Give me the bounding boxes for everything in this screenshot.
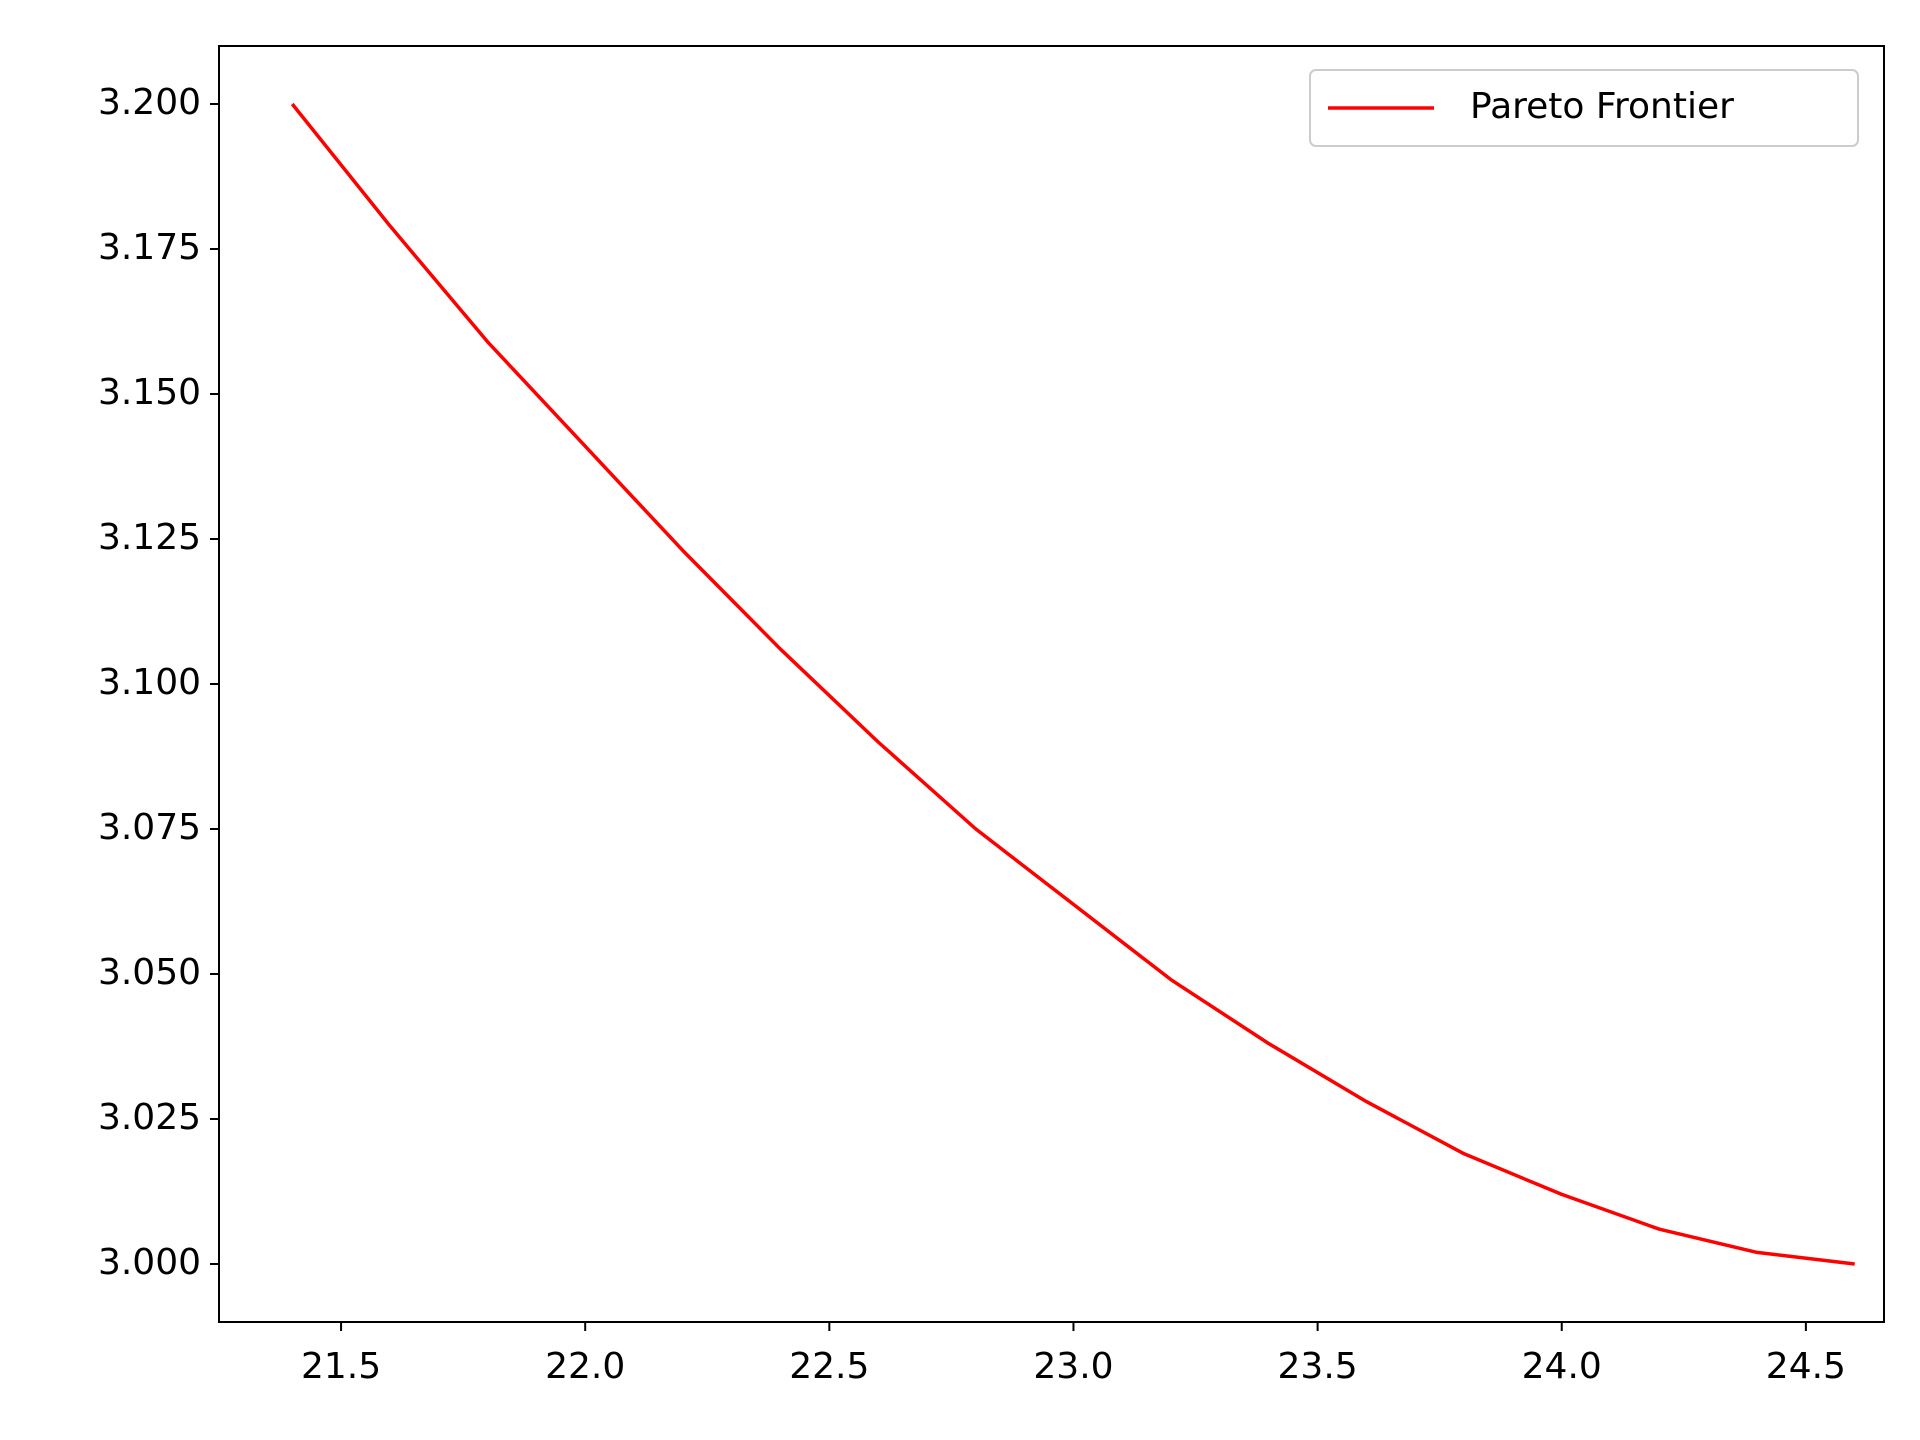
y-tick-label: 3.000 [98,1242,201,1283]
y-tick-label: 3.100 [98,662,201,703]
y-tick-label: 3.075 [98,807,201,848]
x-tick-label: 24.5 [1766,1346,1846,1387]
x-tick-label: 21.5 [301,1346,381,1387]
y-tick-label: 3.050 [98,952,201,993]
plot-frame [218,45,1885,1323]
data-line [290,102,1855,1266]
legend-label: Pareto Frontier [1470,86,1734,127]
y-tick-label: 3.025 [98,1097,201,1138]
x-tick-label: 23.0 [1033,1346,1113,1387]
y-tick-label: 3.150 [98,372,201,413]
y-tick-label: 3.125 [98,517,201,558]
x-tick-label: 24.0 [1522,1346,1602,1387]
legend-box [1309,69,1859,147]
y-tick-label: 3.200 [98,82,201,123]
x-tick-label: 22.5 [789,1346,869,1387]
y-tick-label: 3.175 [98,227,201,268]
x-tick-label: 23.5 [1278,1346,1358,1387]
x-tick-label: 22.0 [545,1346,625,1387]
